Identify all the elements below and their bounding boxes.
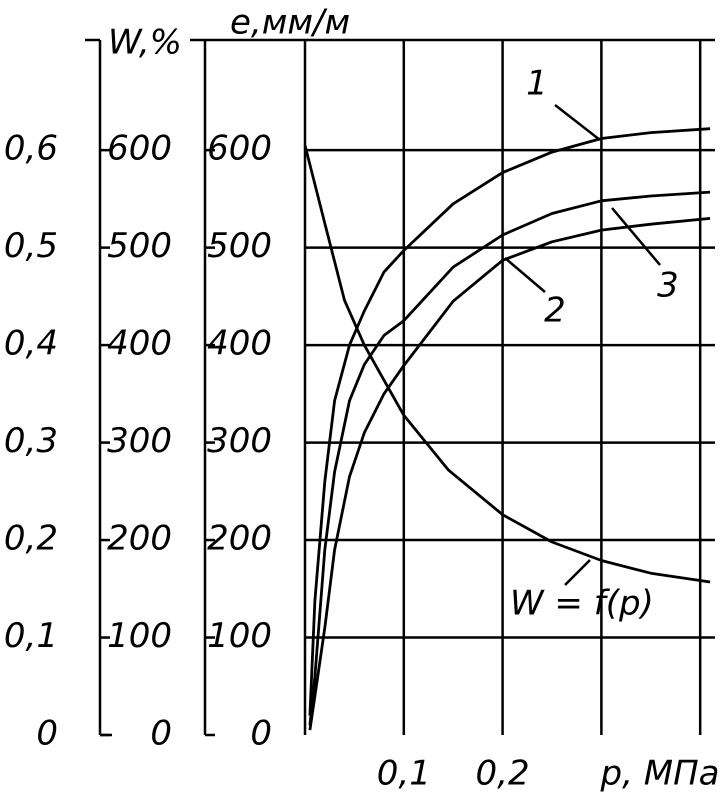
y-tick-label: 300 xyxy=(207,421,272,461)
y-tick-label: 0,4 xyxy=(4,324,58,364)
x-axis-label: p, МПа xyxy=(600,754,720,794)
y-tick-label: 400 xyxy=(207,324,272,364)
y-tick-label: 600 xyxy=(207,129,272,169)
w-axis-label: W,% xyxy=(108,23,182,63)
curve-label: W = f(p) xyxy=(510,584,654,624)
e-axis-label: e,мм/м xyxy=(230,3,350,43)
y-tick-label: 200 xyxy=(107,519,172,559)
curve-label: 3 xyxy=(657,266,679,306)
curve xyxy=(308,190,711,726)
y-tick-label: 500 xyxy=(207,226,272,266)
y-tick-label: 600 xyxy=(107,129,172,169)
y-tick-label: 0 xyxy=(250,714,272,754)
y-tick-label: 0,6 xyxy=(4,129,58,169)
y-tick-label: 0 xyxy=(36,714,58,754)
y-tick-label: 200 xyxy=(207,519,272,559)
y-tick-label: 100 xyxy=(107,616,172,656)
y-tick-label: 100 xyxy=(207,616,272,656)
x-tick-label: 0,1 xyxy=(377,754,431,794)
y-tick-label: 0,1 xyxy=(4,616,58,656)
y-tick-label: 0,5 xyxy=(4,226,58,266)
y-tick-label: 300 xyxy=(107,421,172,461)
x-tick-label: 0,2 xyxy=(476,754,530,794)
leader-line xyxy=(611,207,661,266)
leader-line xyxy=(504,257,546,293)
curve xyxy=(303,144,711,584)
curve xyxy=(308,217,711,731)
leader-line xyxy=(554,104,601,141)
y-tick-label: 0,3 xyxy=(4,421,58,461)
curve-label: 2 xyxy=(544,291,566,331)
curve xyxy=(308,127,711,716)
y-tick-label: 0,2 xyxy=(4,519,58,559)
curve-label: 1 xyxy=(526,64,548,104)
y-tick-label: 0 xyxy=(150,714,172,754)
leader-line xyxy=(564,559,591,586)
y-tick-label: 400 xyxy=(107,324,172,364)
y-tick-label: 500 xyxy=(107,226,172,266)
